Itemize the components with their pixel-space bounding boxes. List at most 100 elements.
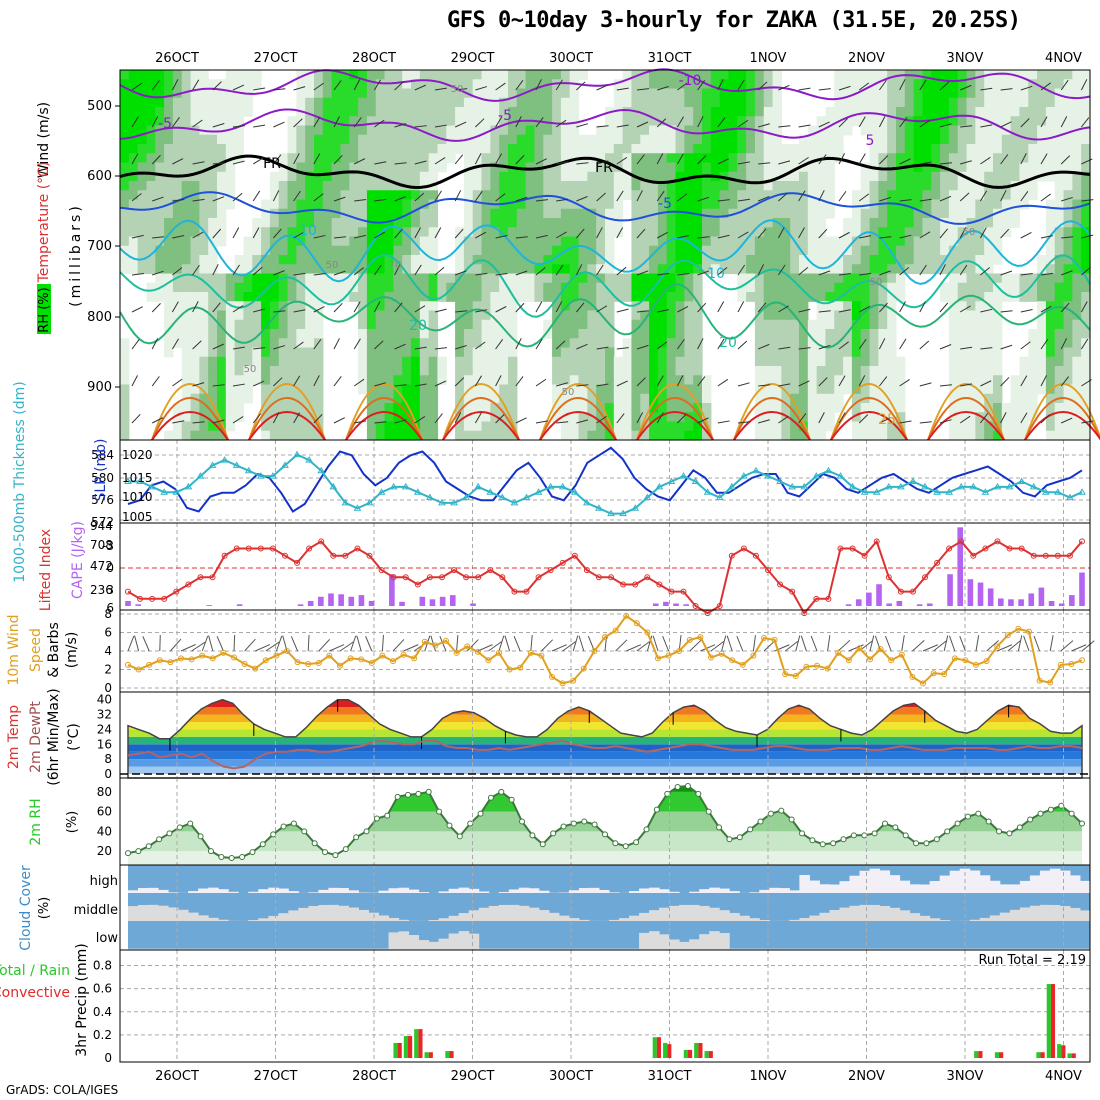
thickness-line-marker bbox=[643, 493, 652, 501]
wind-barb bbox=[604, 635, 608, 652]
lifted-index-line-marker bbox=[523, 588, 530, 595]
cape-bar bbox=[125, 600, 131, 606]
precip-panel-frame bbox=[119, 949, 1091, 1063]
rh-line-marker bbox=[633, 839, 640, 846]
wind-speed-line-marker bbox=[421, 638, 428, 645]
wind-speed-line-marker bbox=[602, 634, 608, 641]
temp-band bbox=[128, 729, 1082, 737]
wind-barb bbox=[763, 639, 777, 652]
wind-barb bbox=[578, 635, 585, 652]
precip-tick-label: 0.8 bbox=[93, 959, 112, 973]
temp-tick-label: 16 bbox=[97, 737, 112, 751]
rh-line-marker bbox=[809, 837, 816, 844]
wind-barb bbox=[837, 639, 851, 652]
wind-tick-label: 8 bbox=[104, 607, 112, 621]
thickness-line-marker bbox=[619, 509, 627, 517]
contour-label: -10 bbox=[679, 73, 702, 89]
rh-line-marker bbox=[135, 848, 142, 855]
cape-bar bbox=[855, 599, 862, 606]
thickness-line-marker bbox=[1066, 493, 1074, 501]
rh-line-marker bbox=[840, 836, 847, 843]
thickness-line-marker bbox=[945, 488, 954, 495]
rh-line-marker bbox=[902, 832, 909, 839]
rh-line-marker bbox=[985, 818, 992, 825]
wind-speed-line-marker bbox=[941, 671, 948, 678]
date-label-bottom: 2NOV bbox=[848, 1069, 885, 1084]
rh-line-marker bbox=[363, 828, 370, 835]
date-label-top: 26OCT bbox=[155, 51, 199, 66]
y-tick-label: 500 bbox=[87, 99, 112, 114]
thickness-line-marker bbox=[570, 488, 579, 495]
cape-bar bbox=[673, 603, 679, 606]
lifted-index-line-marker bbox=[909, 588, 916, 595]
cape-bar bbox=[845, 604, 852, 606]
wind-speed-line-marker bbox=[814, 662, 820, 669]
wind-barb bbox=[488, 641, 502, 652]
temp-band bbox=[128, 699, 1082, 700]
wind-speed-line-marker bbox=[326, 652, 333, 659]
contour-label: 50 bbox=[963, 227, 976, 238]
rh-shading bbox=[120, 70, 1091, 441]
rh-line-marker bbox=[498, 788, 505, 795]
rh-line-marker bbox=[653, 806, 660, 813]
y-tick-label: 600 bbox=[87, 169, 112, 184]
rh-line-marker bbox=[964, 813, 971, 820]
rh-line-marker bbox=[819, 841, 826, 848]
wind-speed-line-marker bbox=[676, 648, 683, 654]
rh-line-marker bbox=[477, 810, 484, 817]
wind-speed-line-marker bbox=[485, 657, 492, 664]
thickness-line-marker bbox=[256, 472, 265, 479]
date-label-top: 28OCT bbox=[352, 51, 396, 66]
thickness-line-marker bbox=[1078, 488, 1086, 495]
thickness-line-marker bbox=[450, 498, 458, 506]
warm-contour bbox=[1024, 397, 1100, 441]
wind-barb bbox=[456, 635, 459, 652]
thickness-line-marker bbox=[764, 472, 772, 479]
cloud-tick-label: high bbox=[90, 874, 118, 889]
rh-line-marker bbox=[913, 840, 920, 847]
rh-line-marker bbox=[1006, 830, 1013, 837]
cape-bar bbox=[957, 527, 964, 606]
rh-line-marker bbox=[394, 793, 401, 800]
convective-precip-bar bbox=[1071, 1053, 1076, 1058]
warm-contour bbox=[151, 383, 229, 441]
lifted-index-line-marker bbox=[330, 552, 337, 559]
lifted-index-line-marker bbox=[257, 545, 264, 552]
cape-axis-label: CAPE (J/kg) bbox=[70, 521, 86, 599]
contour-label: FR bbox=[263, 156, 281, 172]
convective-precip-bar bbox=[1061, 1045, 1066, 1058]
convective-precip-bar bbox=[708, 1051, 713, 1058]
lifted-index-line-marker bbox=[994, 538, 1001, 545]
contour-label: 10 bbox=[707, 266, 725, 282]
total-precip-bar bbox=[683, 1049, 688, 1058]
lifted-index-line-marker bbox=[1018, 545, 1025, 552]
thickness-line-marker bbox=[848, 482, 857, 490]
rh-line-marker bbox=[156, 836, 163, 843]
lifted-index-line-marker bbox=[897, 588, 904, 595]
total-precip-bar bbox=[414, 1029, 419, 1058]
rh-line-marker bbox=[290, 820, 297, 827]
total-precip-bar bbox=[1067, 1053, 1072, 1058]
wind-speed-line-marker bbox=[273, 652, 280, 659]
wind-speed-line-marker bbox=[729, 657, 736, 664]
rh-line-marker bbox=[301, 828, 308, 835]
lifted-index-line-marker bbox=[414, 581, 421, 588]
warm-contour bbox=[539, 397, 617, 441]
lifted-tick-label: 6 bbox=[106, 601, 114, 615]
thickness-line-marker bbox=[727, 482, 736, 490]
thickness-line-marker bbox=[438, 498, 446, 506]
total-precip-bar bbox=[994, 1052, 1000, 1058]
wind-speed-line-marker bbox=[909, 673, 916, 680]
wind-speed-line-marker bbox=[252, 665, 259, 672]
cape-bar bbox=[1069, 595, 1075, 606]
rh-unit-label: (%) bbox=[65, 811, 80, 834]
warm-contour bbox=[151, 397, 229, 441]
cape-bar bbox=[419, 596, 426, 606]
wind-tick-label: 0 bbox=[104, 681, 112, 695]
wind-barb bbox=[1071, 644, 1087, 652]
warm-contour bbox=[830, 383, 908, 441]
contour-label: -5 bbox=[498, 108, 512, 124]
rh-line-marker bbox=[612, 840, 619, 847]
thickness-line-marker bbox=[679, 472, 688, 479]
